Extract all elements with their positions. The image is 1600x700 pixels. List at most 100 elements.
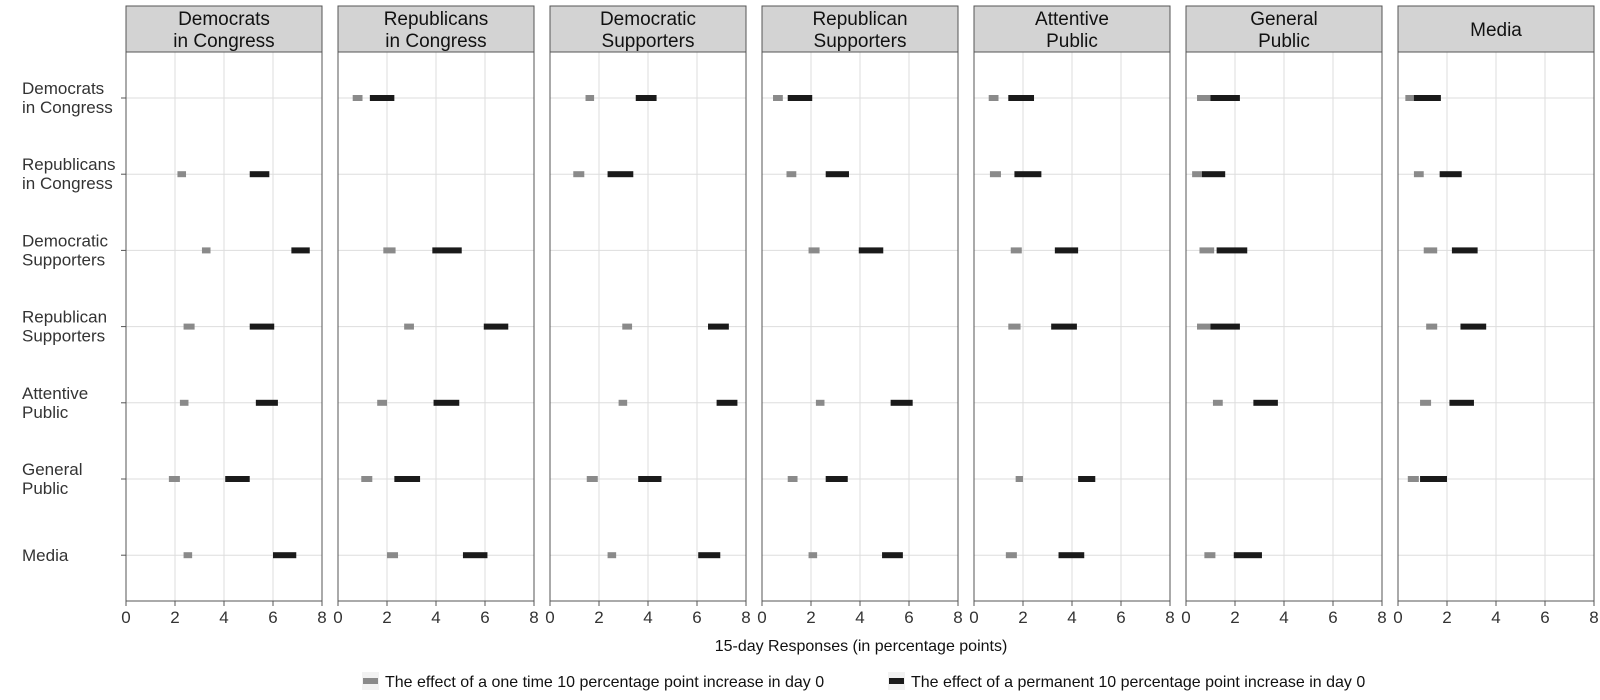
permanent-effect-bar xyxy=(1439,171,1462,178)
x-tick-label: 4 xyxy=(431,608,440,627)
one-time-effect-bar xyxy=(1015,476,1023,482)
panel-republicans-in-congress: Republicans in Congress 0 2 4 6 8 xyxy=(333,5,539,627)
permanent-effect-bar xyxy=(1253,399,1278,406)
x-tick-label: 0 xyxy=(333,608,342,627)
one-time-effect-bar xyxy=(1212,399,1223,406)
permanent-effect-bar xyxy=(708,323,729,330)
panel-strip-label: General Public xyxy=(1250,9,1318,52)
x-tick-label: 2 xyxy=(1230,608,1239,627)
panel-strip-label: Democratic Supporters xyxy=(600,9,696,52)
one-time-effect-bar xyxy=(1405,95,1416,101)
permanent-effect-bar xyxy=(249,323,275,330)
panel-strip-label: Republican Supporters xyxy=(812,9,907,52)
permanent-effect-bar xyxy=(1449,399,1474,406)
permanent-effect-bar xyxy=(882,552,903,559)
x-tick-label: 6 xyxy=(1116,608,1125,627)
permanent-effect-bar xyxy=(1460,323,1487,330)
legend-swatch xyxy=(889,678,904,684)
one-time-effect-bar xyxy=(988,95,999,101)
one-time-effect-bar xyxy=(183,552,193,559)
permanent-effect-bar xyxy=(273,552,297,559)
x-tick-label: 6 xyxy=(480,608,489,627)
one-time-effect-bar xyxy=(808,247,820,254)
permanent-effect-bar xyxy=(638,476,662,482)
permanent-effect-bar xyxy=(1051,323,1077,330)
panel-strip xyxy=(761,5,959,53)
permanent-effect-bar xyxy=(1451,247,1478,254)
permanent-effect-bar xyxy=(607,171,634,178)
x-tick-label: 4 xyxy=(1491,608,1500,627)
permanent-effect-bar xyxy=(825,171,849,178)
one-time-effect-bar xyxy=(808,552,818,559)
x-axis-title: 15-day Responses (in percentage points) xyxy=(715,638,1008,655)
one-time-effect-bar xyxy=(618,399,628,406)
panel-democrats-in-congress: Democrats in Congress 0 2 4 6 8 xyxy=(121,5,327,627)
permanent-effect-bar xyxy=(1054,247,1079,254)
panel-strip xyxy=(973,5,1171,53)
x-tick-label: 6 xyxy=(1540,608,1549,627)
permanent-effect-bar xyxy=(291,247,310,254)
x-tick-label: 2 xyxy=(1442,608,1451,627)
one-time-effect-bar xyxy=(183,323,195,330)
one-time-effect-bar xyxy=(573,171,585,178)
x-tick-label: 8 xyxy=(1589,608,1598,627)
x-tick-label: 0 xyxy=(757,608,766,627)
panel-strip-label: Republicans in Congress xyxy=(384,9,489,52)
one-time-effect-bar xyxy=(622,323,633,330)
permanent-effect-bar xyxy=(1201,171,1226,178)
one-time-effect-bar xyxy=(1423,247,1438,254)
panel-strip-label: Media xyxy=(1470,20,1522,41)
one-time-effect-bar xyxy=(377,399,387,406)
panel-democratic-supporters: Democratic Supporters 0 2 4 6 8 xyxy=(545,5,751,627)
permanent-effect-bar xyxy=(1210,95,1240,101)
panel-media: Media 0 2 4 6 8 xyxy=(1393,5,1599,627)
x-tick-label: 6 xyxy=(268,608,277,627)
legend-item-permanent: The effect of a permanent 10 percentage … xyxy=(888,672,1365,691)
permanent-effect-bar xyxy=(225,476,250,482)
legend-swatch xyxy=(363,678,378,684)
permanent-effect-bar xyxy=(483,323,509,330)
row-label-democratic-supporters: Democratic Supporters xyxy=(22,231,108,269)
panel-strip xyxy=(337,5,535,53)
one-time-effect-bar xyxy=(1197,323,1211,330)
one-time-effect-bar xyxy=(1420,399,1432,406)
x-tick-label: 8 xyxy=(741,608,750,627)
one-time-effect-bar xyxy=(1010,247,1022,254)
permanent-effect-bar xyxy=(462,552,488,559)
x-tick-label: 4 xyxy=(1067,608,1076,627)
panel-attentive-public: Attentive Public 0 2 4 6 8 xyxy=(969,5,1175,627)
one-time-effect-bar xyxy=(989,171,1001,178)
panel-strip xyxy=(1185,5,1383,53)
permanent-effect-bar xyxy=(635,95,657,101)
panel-republican-supporters: Republican Supporters 0 2 4 6 8 xyxy=(757,5,963,627)
one-time-effect-bar xyxy=(1407,476,1419,482)
one-time-effect-bar xyxy=(773,95,783,101)
one-time-effect-bar xyxy=(1204,552,1216,559)
x-tick-label: 0 xyxy=(1181,608,1190,627)
one-time-effect-bar xyxy=(383,247,396,254)
one-time-effect-bar xyxy=(786,171,797,178)
x-tick-label: 4 xyxy=(1279,608,1288,627)
permanent-effect-bar xyxy=(890,399,913,406)
permanent-effect-bar xyxy=(394,476,421,482)
permanent-effect-bar xyxy=(716,399,738,406)
permanent-effect-bar xyxy=(1210,323,1240,330)
one-time-effect-bar xyxy=(1008,323,1021,330)
legend-item-one-time: The effect of a one time 10 percentage p… xyxy=(362,672,824,691)
permanent-effect-bar xyxy=(1014,171,1042,178)
row-label-democrats-in-congress: Democrats in Congress xyxy=(22,79,113,117)
one-time-effect-bar xyxy=(787,476,798,482)
one-time-effect-bar xyxy=(177,171,187,178)
permanent-effect-bar xyxy=(1413,95,1441,101)
row-label-media: Media xyxy=(22,546,69,565)
permanent-effect-bar xyxy=(255,399,278,406)
permanent-effect-bar xyxy=(858,247,884,254)
x-tick-label: 6 xyxy=(1328,608,1337,627)
permanent-effect-bar xyxy=(432,247,462,254)
row-label-attentive-public: Attentive Public xyxy=(22,384,88,422)
permanent-effect-bar xyxy=(249,171,270,178)
legend-label: The effect of a permanent 10 percentage … xyxy=(911,674,1365,691)
one-time-effect-bar xyxy=(361,476,373,482)
x-tick-label: 8 xyxy=(953,608,962,627)
